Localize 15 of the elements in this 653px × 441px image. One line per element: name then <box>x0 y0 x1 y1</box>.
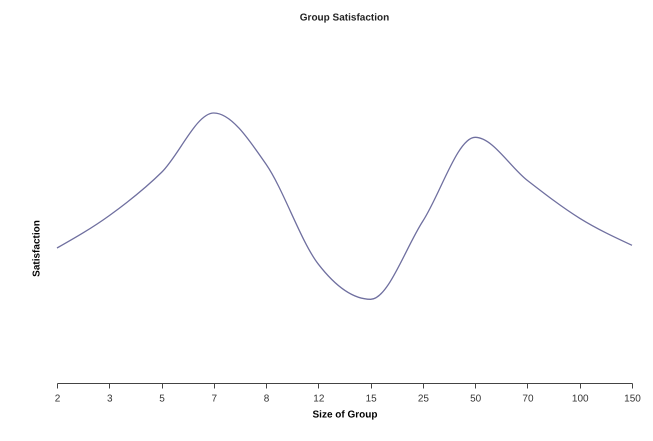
x-tick-label: 5 <box>159 394 166 404</box>
x-tick-label: 50 <box>470 394 482 404</box>
x-tick-label: 25 <box>418 394 430 404</box>
x-tick-label: 8 <box>264 394 270 404</box>
x-tick-label: 70 <box>522 394 534 404</box>
x-tick-label: 12 <box>313 394 325 404</box>
y-axis-title: Satisfaction <box>32 220 42 277</box>
x-tick-label: 150 <box>624 394 642 404</box>
x-tick-label: 100 <box>572 394 590 404</box>
x-tick-label: 3 <box>106 394 113 404</box>
x-axis-title: Size of Group <box>312 410 378 420</box>
x-tick-label: 2 <box>54 394 61 404</box>
x-tick-label: 15 <box>366 394 378 404</box>
x-tick-label: 7 <box>212 394 218 404</box>
chart-title: Group Satisfaction <box>300 12 390 24</box>
